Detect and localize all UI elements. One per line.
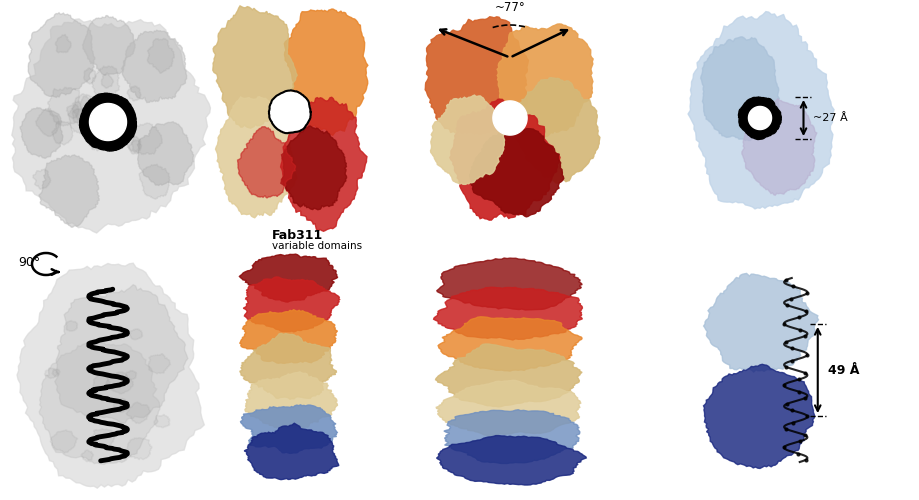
- Polygon shape: [436, 436, 585, 485]
- Polygon shape: [44, 368, 58, 378]
- Polygon shape: [72, 108, 85, 124]
- Polygon shape: [469, 128, 563, 217]
- Polygon shape: [269, 92, 310, 132]
- Polygon shape: [748, 106, 771, 130]
- Polygon shape: [703, 364, 814, 469]
- Polygon shape: [28, 13, 95, 98]
- Polygon shape: [137, 122, 193, 186]
- Polygon shape: [84, 68, 96, 84]
- Polygon shape: [512, 78, 599, 184]
- Polygon shape: [126, 438, 152, 460]
- Polygon shape: [83, 114, 119, 151]
- Polygon shape: [139, 164, 169, 199]
- Polygon shape: [244, 424, 338, 480]
- Text: ~27 Å: ~27 Å: [812, 113, 847, 123]
- Polygon shape: [130, 329, 142, 340]
- Polygon shape: [131, 123, 162, 154]
- Polygon shape: [703, 274, 818, 372]
- Polygon shape: [240, 310, 337, 364]
- Polygon shape: [106, 372, 133, 394]
- Polygon shape: [496, 24, 593, 138]
- Polygon shape: [66, 320, 77, 332]
- Polygon shape: [127, 136, 141, 153]
- Polygon shape: [444, 410, 579, 464]
- Polygon shape: [79, 93, 136, 151]
- Polygon shape: [55, 284, 187, 423]
- Polygon shape: [48, 88, 84, 126]
- Text: 49 Å: 49 Å: [827, 364, 858, 376]
- Polygon shape: [73, 94, 98, 122]
- Polygon shape: [17, 263, 204, 488]
- Polygon shape: [33, 170, 51, 190]
- Polygon shape: [239, 254, 337, 302]
- Polygon shape: [126, 402, 150, 423]
- Polygon shape: [240, 334, 336, 400]
- Polygon shape: [20, 108, 62, 158]
- Text: Fab311: Fab311: [272, 229, 323, 242]
- Polygon shape: [51, 430, 77, 453]
- Text: ~77°: ~77°: [494, 0, 525, 14]
- Polygon shape: [243, 277, 339, 332]
- Polygon shape: [449, 99, 560, 220]
- Polygon shape: [101, 120, 117, 136]
- Polygon shape: [437, 258, 582, 310]
- Polygon shape: [129, 140, 142, 154]
- Polygon shape: [121, 30, 187, 102]
- Polygon shape: [89, 104, 127, 141]
- Polygon shape: [12, 19, 210, 233]
- Polygon shape: [433, 287, 582, 340]
- Polygon shape: [687, 12, 834, 209]
- Polygon shape: [212, 6, 297, 128]
- Polygon shape: [700, 37, 778, 140]
- Polygon shape: [738, 97, 780, 140]
- Polygon shape: [436, 380, 580, 436]
- Polygon shape: [55, 34, 71, 52]
- Polygon shape: [280, 126, 346, 210]
- Polygon shape: [244, 372, 337, 428]
- Polygon shape: [493, 101, 527, 135]
- Polygon shape: [83, 16, 135, 75]
- Text: 90°: 90°: [18, 256, 40, 268]
- Polygon shape: [81, 450, 94, 462]
- Polygon shape: [284, 9, 368, 136]
- Polygon shape: [113, 398, 130, 412]
- Polygon shape: [36, 108, 60, 136]
- Polygon shape: [240, 405, 337, 454]
- Polygon shape: [127, 86, 141, 101]
- Polygon shape: [52, 369, 60, 376]
- Polygon shape: [425, 16, 528, 134]
- Polygon shape: [101, 74, 113, 88]
- Text: rsCSP: rsCSP: [80, 499, 121, 500]
- Polygon shape: [51, 121, 73, 145]
- Polygon shape: [237, 126, 295, 198]
- Text: variable domains: variable domains: [272, 241, 362, 251]
- Polygon shape: [741, 98, 816, 196]
- Polygon shape: [435, 344, 582, 407]
- Polygon shape: [280, 98, 367, 232]
- Polygon shape: [68, 96, 104, 136]
- Polygon shape: [91, 428, 115, 448]
- Polygon shape: [215, 96, 296, 218]
- Polygon shape: [147, 38, 175, 73]
- Polygon shape: [40, 342, 160, 464]
- Polygon shape: [437, 317, 582, 371]
- Polygon shape: [93, 374, 110, 390]
- Polygon shape: [92, 66, 119, 100]
- Polygon shape: [126, 370, 136, 380]
- Polygon shape: [39, 155, 99, 227]
- Polygon shape: [66, 104, 79, 118]
- Polygon shape: [148, 354, 170, 374]
- Polygon shape: [153, 414, 170, 428]
- Polygon shape: [430, 95, 504, 184]
